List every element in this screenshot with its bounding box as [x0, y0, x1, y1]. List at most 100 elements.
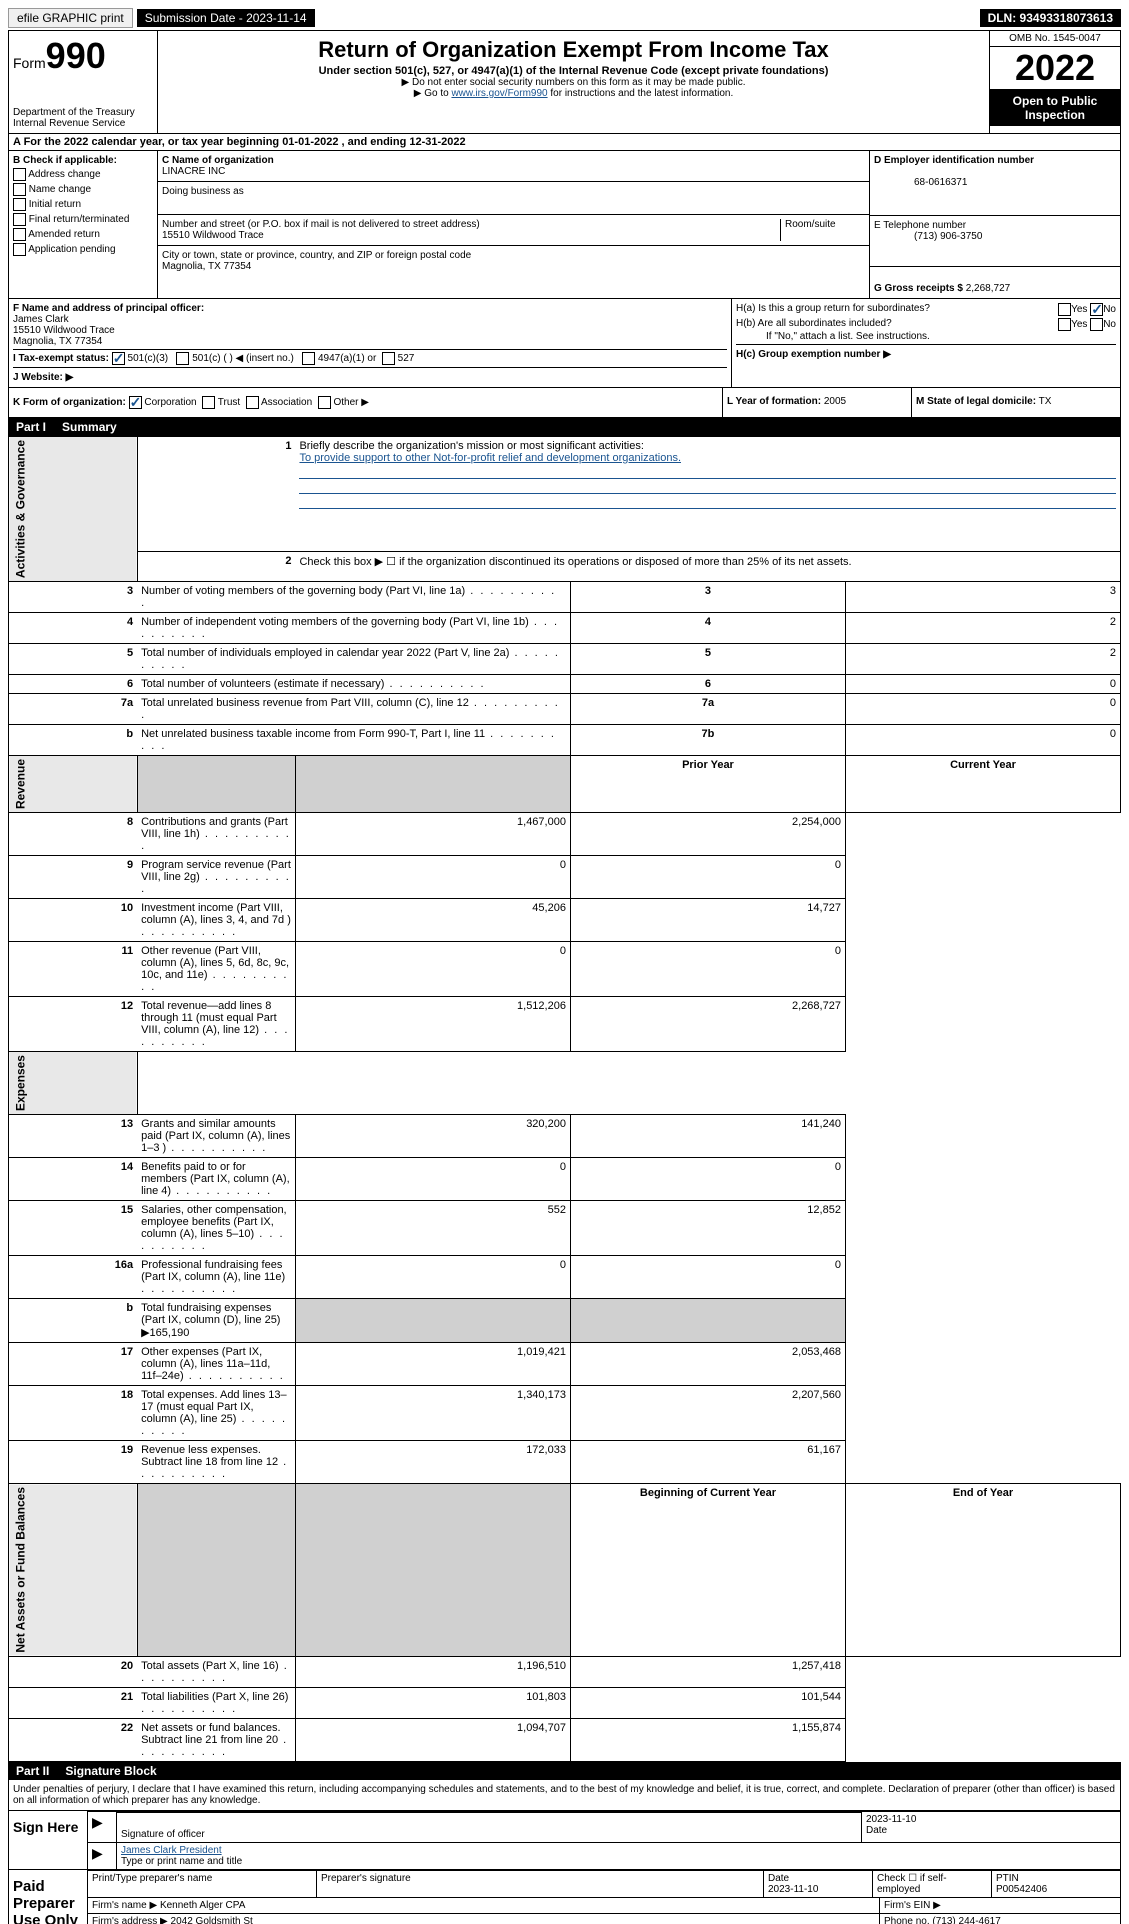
side-net: Net Assets or Fund Balances	[9, 1484, 138, 1657]
room-label: Room/suite	[785, 219, 836, 230]
check-initial[interactable]	[13, 198, 26, 211]
ha-label: H(a) Is this a group return for subordin…	[736, 303, 930, 314]
phone-label: E Telephone number	[874, 220, 966, 231]
form-number: 990	[46, 35, 106, 76]
omb-number: OMB No. 1545-0047	[990, 31, 1120, 47]
summary-table: Activities & Governance 1 Briefly descri…	[8, 436, 1121, 1762]
officer-name: James Clark	[13, 314, 69, 325]
check-self: Check ☐ if self-employed	[873, 1871, 992, 1897]
sig-date-label: Date	[866, 1825, 887, 1836]
state-domicile: TX	[1039, 396, 1052, 407]
main-info: B Check if applicable: Address change Na…	[8, 151, 1121, 299]
gross-label: G Gross receipts $	[874, 283, 963, 294]
check-final[interactable]	[13, 213, 26, 226]
ptin: P00542406	[996, 1884, 1047, 1895]
irs-label: Internal Revenue Service	[13, 118, 153, 129]
part1-header: Part I Summary	[8, 418, 1121, 436]
hc-label: H(c) Group exemption number ▶	[736, 349, 891, 360]
line-a: A For the 2022 calendar year, or tax yea…	[8, 134, 1121, 151]
ein-label: D Employer identification number	[874, 155, 1034, 166]
firm-addr1: 2042 Goldsmith St	[171, 1916, 253, 1924]
firm-name: Kenneth Alger CPA	[160, 1900, 245, 1911]
side-governance: Activities & Governance	[9, 437, 138, 582]
dept-label: Department of the Treasury	[13, 107, 153, 118]
name-label: C Name of organization	[162, 155, 274, 166]
org-city: Magnolia, TX 77354	[162, 261, 251, 272]
side-expenses: Expenses	[9, 1052, 138, 1115]
signature-block: Under penalties of perjury, I declare th…	[8, 1780, 1121, 1924]
check-address[interactable]	[13, 168, 26, 181]
dba-label: Doing business as	[162, 186, 244, 197]
check-name[interactable]	[13, 183, 26, 196]
side-revenue: Revenue	[9, 756, 138, 813]
hb-yes[interactable]	[1058, 318, 1071, 331]
irs-link[interactable]: www.irs.gov/Form990	[451, 88, 547, 99]
form-title: Return of Organization Exempt From Incom…	[162, 37, 985, 63]
check-other[interactable]	[318, 396, 331, 409]
check-corp[interactable]	[129, 396, 142, 409]
check-501c[interactable]	[176, 352, 189, 365]
section-fh: F Name and address of principal officer:…	[8, 299, 1121, 388]
prep-date: 2023-11-10	[768, 1884, 818, 1895]
line2-desc: Check this box ▶ ☐ if the organization d…	[295, 551, 1120, 581]
check-trust[interactable]	[202, 396, 215, 409]
declaration: Under penalties of perjury, I declare th…	[9, 1780, 1120, 1810]
check-501c3[interactable]	[112, 352, 125, 365]
ha-yes[interactable]	[1058, 303, 1071, 316]
top-bar: efile GRAPHIC print Submission Date - 20…	[8, 8, 1121, 28]
officer-label: F Name and address of principal officer:	[13, 303, 204, 314]
officer-name-sig: James Clark President	[121, 1845, 222, 1856]
addr-label: Number and street (or P.O. box if mail i…	[162, 219, 480, 230]
firm-ein-label: Firm's EIN ▶	[880, 1898, 1120, 1913]
tax-year: 2022	[990, 47, 1120, 90]
col-current: Current Year	[845, 756, 1120, 813]
check-assoc[interactable]	[246, 396, 259, 409]
submission-date: Submission Date - 2023-11-14	[137, 9, 315, 27]
paid-prep-label: Paid Preparer Use Only	[9, 1870, 88, 1924]
col-end: End of Year	[845, 1484, 1120, 1657]
line1-desc: Briefly describe the organization's miss…	[299, 440, 643, 452]
gross-value: 2,268,727	[966, 283, 1011, 294]
phone-value: (713) 906-3750	[874, 231, 982, 242]
hb-note: If "No," attach a list. See instructions…	[736, 331, 1116, 342]
line-j: J Website: ▶	[13, 372, 73, 383]
org-name: LINACRE INC	[162, 166, 225, 177]
note-ssn: ▶ Do not enter social security numbers o…	[162, 77, 985, 88]
form-prefix: Form	[13, 55, 46, 71]
part2-header: Part II Signature Block	[8, 1762, 1121, 1780]
line-i-label: I Tax-exempt status:	[13, 353, 109, 364]
check-4947[interactable]	[302, 352, 315, 365]
inspection-label: Open to Public Inspection	[990, 90, 1120, 126]
sign-here-label: Sign Here	[9, 1811, 88, 1869]
org-address: 15510 Wildwood Trace	[162, 230, 264, 241]
check-amended[interactable]	[13, 228, 26, 241]
sig-date-val: 2023-11-10	[866, 1814, 916, 1825]
efile-btn[interactable]: efile GRAPHIC print	[8, 8, 133, 28]
officer-addr1: 15510 Wildwood Trace	[13, 325, 115, 336]
ein-value: 68-0616371	[874, 177, 967, 188]
form-subtitle: Under section 501(c), 527, or 4947(a)(1)…	[162, 65, 985, 77]
section-b-label: B Check if applicable:	[13, 155, 117, 166]
col-prior: Prior Year	[570, 756, 845, 813]
check-527[interactable]	[382, 352, 395, 365]
line-16b: Total fundraising expenses (Part IX, col…	[137, 1299, 295, 1343]
type-name-label: Type or print name and title	[121, 1856, 242, 1867]
hb-label: H(b) Are all subordinates included?	[736, 318, 892, 329]
firm-phone: (713) 244-4617	[932, 1916, 1000, 1924]
mission-text: To provide support to other Not-for-prof…	[299, 452, 681, 464]
check-pending[interactable]	[13, 243, 26, 256]
prep-sig-label: Preparer's signature	[321, 1873, 411, 1884]
sig-officer-label: Signature of officer	[121, 1829, 205, 1840]
row-klm: K Form of organization: Corporation Trus…	[8, 388, 1121, 418]
form-header: Form990 Department of the Treasury Inter…	[8, 30, 1121, 134]
officer-addr2: Magnolia, TX 77354	[13, 336, 102, 347]
dln: DLN: 93493318073613	[980, 9, 1121, 27]
col-begin: Beginning of Current Year	[570, 1484, 845, 1657]
note-link: ▶ Go to www.irs.gov/Form990 for instruct…	[162, 88, 985, 99]
city-label: City or town, state or province, country…	[162, 250, 471, 261]
year-formation: 2005	[824, 396, 846, 407]
hb-no[interactable]	[1090, 318, 1103, 331]
prep-name-label: Print/Type preparer's name	[92, 1873, 212, 1884]
ha-no[interactable]	[1090, 303, 1103, 316]
line-k-label: K Form of organization:	[13, 397, 126, 408]
